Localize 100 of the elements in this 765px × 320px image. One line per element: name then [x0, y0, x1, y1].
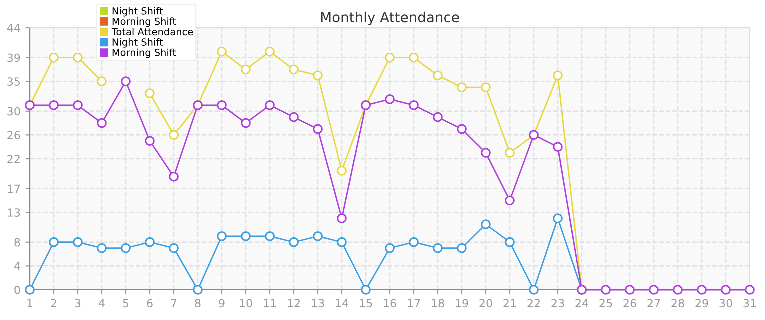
point — [553, 214, 563, 224]
point — [313, 231, 323, 242]
x-tick-label: 22 — [528, 299, 540, 308]
point — [337, 237, 347, 248]
point — [433, 112, 443, 122]
point — [553, 142, 563, 152]
point — [457, 82, 467, 92]
x-tick-label: 11 — [264, 299, 276, 308]
y-tick-label: 22 — [8, 154, 20, 164]
point — [697, 285, 707, 295]
x-tick-label: 3 — [75, 299, 81, 308]
point — [145, 136, 155, 146]
x-tick-label: 18 — [432, 299, 444, 308]
point — [73, 237, 83, 248]
point — [337, 166, 347, 176]
point — [385, 243, 395, 254]
y-tick-label: 13 — [8, 208, 20, 217]
point — [385, 52, 395, 63]
x-tick-label: 2 — [51, 299, 56, 308]
point — [49, 100, 59, 110]
chart-title: Monthly Attendance — [321, 12, 460, 26]
point — [313, 124, 323, 134]
point — [649, 285, 659, 295]
point — [217, 46, 227, 57]
y-tick-label: 44 — [7, 24, 20, 32]
point — [49, 237, 59, 248]
x-tick-label: 10 — [240, 299, 252, 308]
x-tick-label: 24 — [576, 299, 588, 308]
point — [505, 237, 515, 248]
point — [409, 100, 419, 110]
x-tick-label: 12 — [288, 299, 300, 308]
point — [265, 46, 275, 57]
legend-label: Night Shift — [112, 7, 164, 17]
point — [433, 243, 443, 254]
point — [481, 220, 491, 230]
y-tick-label: 0 — [14, 286, 20, 294]
point — [241, 118, 251, 128]
point — [505, 148, 515, 158]
point — [217, 100, 227, 110]
x-tick-label: 28 — [672, 299, 684, 308]
legend-label: Total Attendance — [112, 28, 194, 36]
point — [481, 148, 491, 158]
point — [289, 64, 299, 75]
point — [169, 243, 179, 254]
x-tick-label: 14 — [336, 299, 348, 308]
x-tick-label: 7 — [171, 299, 177, 308]
point — [73, 100, 83, 110]
point — [745, 285, 755, 295]
point — [49, 52, 59, 63]
y-tick-label: 8 — [14, 238, 20, 247]
y-tick-label: 35 — [8, 78, 20, 86]
point — [529, 285, 539, 295]
point — [409, 52, 419, 63]
point — [169, 130, 179, 140]
x-tick-label: 8 — [195, 299, 201, 308]
point — [457, 243, 467, 254]
point — [361, 285, 371, 295]
x-tick-label: 27 — [648, 299, 660, 308]
point — [145, 88, 155, 98]
x-tick-label: 26 — [624, 299, 636, 308]
point — [337, 214, 347, 224]
x-tick-label: 6 — [147, 299, 153, 308]
y-tick-label: 26 — [8, 131, 20, 140]
x-tick-label: 20 — [480, 299, 492, 308]
point — [97, 118, 107, 128]
point — [433, 70, 443, 81]
point — [97, 243, 107, 254]
point — [553, 70, 563, 81]
legend-label: Night Shift — [112, 38, 164, 48]
point — [289, 112, 299, 122]
x-tick-label: 4 — [99, 299, 105, 308]
x-tick-label: 19 — [456, 299, 468, 308]
legend-label: Morning Shift — [112, 18, 176, 28]
point — [169, 172, 179, 182]
x-tick-label: 16 — [384, 299, 396, 308]
point — [289, 237, 299, 248]
point — [601, 285, 611, 295]
point — [121, 76, 131, 87]
y-tick-label: 4 — [14, 262, 20, 270]
x-tick-label: 1 — [28, 299, 33, 308]
x-tick-label: 30 — [720, 299, 732, 308]
point — [25, 285, 35, 295]
y-tick-label: 17 — [8, 184, 20, 193]
point — [241, 231, 251, 242]
point — [73, 52, 83, 63]
point — [457, 124, 467, 134]
point — [481, 82, 491, 92]
point — [241, 64, 251, 75]
x-tick-label: 23 — [552, 299, 564, 308]
point — [505, 196, 515, 206]
x-tick-label: 29 — [696, 299, 708, 308]
x-tick-label: 9 — [219, 299, 225, 308]
point — [673, 285, 683, 295]
y-tick-label: 39 — [8, 54, 20, 62]
point — [145, 237, 155, 248]
x-tick-label: 15 — [360, 299, 372, 308]
x-tick-label: 21 — [504, 299, 516, 308]
point — [265, 100, 275, 110]
point — [625, 285, 635, 295]
point — [385, 94, 395, 104]
